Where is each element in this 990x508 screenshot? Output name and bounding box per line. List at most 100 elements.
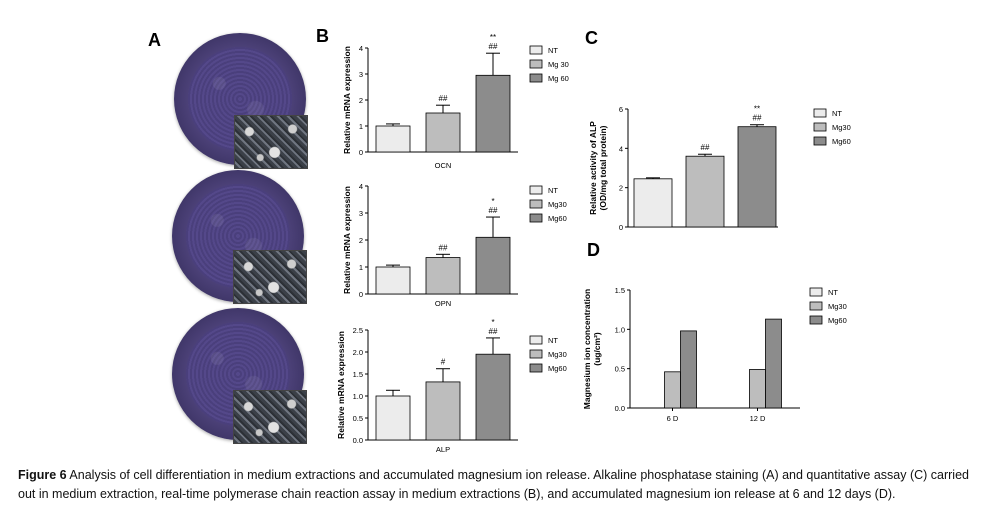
legend-swatch [529, 349, 543, 359]
y-tick-label: 0.5 [353, 414, 363, 423]
bar [765, 318, 782, 409]
panel-label-d: D [587, 240, 600, 260]
y-axis-title: Relative activity of ALP [588, 121, 598, 215]
bar [664, 371, 681, 409]
legend-label: Mg60 [828, 316, 847, 325]
x-axis-title: OCN [435, 161, 452, 170]
bar [475, 353, 511, 441]
y-tick-label: 2 [619, 184, 623, 193]
y-tick-label: 3 [359, 209, 363, 218]
legend-swatch [809, 301, 823, 311]
y-tick-label: 0 [619, 223, 623, 232]
bar [425, 257, 461, 295]
y-tick-label: 1 [359, 122, 363, 131]
y-tick-label: 1.0 [353, 392, 363, 401]
legend-label: NT [828, 288, 838, 297]
x-axis-title: OPN [435, 299, 451, 308]
y-tick-label: 6 [619, 105, 623, 114]
legend-label: Mg 60 [548, 74, 569, 83]
bar [737, 126, 777, 228]
chart-d: 0.0 0.5 1.0 1.5 Magnesium ion concentration(… [582, 286, 847, 423]
y-tick-label: 2.0 [353, 348, 363, 357]
y-tick-label: 4 [359, 182, 363, 191]
bar [425, 381, 461, 441]
legend-label: Mg60 [548, 364, 567, 373]
bar [475, 74, 511, 153]
legend-swatch [529, 45, 543, 55]
legend-label: Mg30 [548, 350, 567, 359]
y-tick-label: 1.5 [353, 370, 363, 379]
legend-swatch [809, 287, 823, 297]
significance-marker: * [491, 197, 494, 206]
bar [685, 155, 725, 228]
significance-marker: ## [489, 206, 498, 215]
staining-inset-1 [234, 115, 308, 169]
caption-label: Figure 6 [18, 468, 67, 482]
y-axis-title: Magnesium ion concentration [582, 289, 592, 409]
legend-swatch [529, 213, 543, 223]
bar [680, 330, 697, 409]
bar [375, 266, 411, 295]
significance-marker: ## [701, 143, 710, 152]
panel-label-b: B [316, 26, 329, 46]
legend-swatch [529, 199, 543, 209]
significance-marker: # [441, 358, 446, 367]
staining-inset-2 [233, 250, 307, 304]
legend-label: NT [548, 336, 558, 345]
significance-marker: ** [490, 33, 496, 42]
x-axis-title: ALP [436, 445, 450, 454]
legend-swatch [529, 363, 543, 373]
significance-marker: ## [439, 243, 448, 252]
y-tick-label: 1.5 [615, 286, 625, 295]
legend-label: NT [548, 46, 558, 55]
significance-marker: ## [489, 327, 498, 336]
legend-label: Mg60 [548, 214, 567, 223]
bar [375, 125, 411, 153]
legend-label: NT [832, 109, 842, 118]
y-axis-title: Relative mRNA expression [342, 186, 352, 294]
caption-text: Analysis of cell differentiation in medi… [18, 468, 969, 501]
figure-caption: Figure 6 Analysis of cell differentiatio… [18, 466, 978, 504]
legend-swatch [529, 185, 543, 195]
legend-label: Mg 30 [548, 60, 569, 69]
bar [749, 369, 766, 409]
y-tick-label: 3 [359, 70, 363, 79]
significance-marker: ## [489, 42, 498, 51]
legend-label: Mg60 [832, 137, 851, 146]
y-tick-label: 0 [359, 148, 363, 157]
legend-swatch [529, 335, 543, 345]
y-tick-label: 0.5 [615, 365, 625, 374]
x-tick-label: 6 D [667, 414, 679, 423]
y-tick-label: 0 [359, 290, 363, 299]
significance-marker: * [491, 318, 494, 327]
bar [375, 395, 411, 441]
significance-marker: ## [439, 94, 448, 103]
legend-swatch [529, 73, 543, 83]
y-tick-label: 0.0 [353, 436, 363, 445]
legend-swatch [813, 122, 827, 132]
chart-c: 0 2 4 6 Relative activity of ALP (OD/mg total… [588, 105, 851, 232]
legend-label: NT [548, 186, 558, 195]
legend-label: Mg30 [828, 302, 847, 311]
y-tick-label: 4 [619, 144, 623, 153]
legend-label: Mg30 [832, 123, 851, 132]
legend-swatch [529, 59, 543, 69]
chart-b-alp: 0.0 0.5 1.0 1.5 2.0 2.5 Relative mRNA expressi… [336, 318, 567, 454]
legend-swatch [809, 315, 823, 325]
bar [475, 236, 511, 295]
y-tick-label: 2 [359, 236, 363, 245]
legend-label: Mg30 [548, 200, 567, 209]
panel-label-c: C [585, 28, 598, 48]
significance-marker: ** [754, 105, 760, 114]
y-axis-title: (OD/mg total protein) [598, 125, 608, 210]
y-tick-label: 0.0 [615, 404, 625, 413]
y-axis-title: Relative mRNA expression [342, 46, 352, 154]
y-tick-label: 2 [359, 96, 363, 105]
legend-swatch [813, 108, 827, 118]
y-tick-label: 2.5 [353, 326, 363, 335]
bar [425, 112, 461, 153]
y-tick-label: 1 [359, 263, 363, 272]
y-tick-label: 4 [359, 44, 363, 53]
